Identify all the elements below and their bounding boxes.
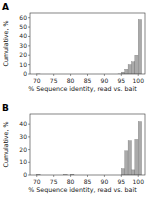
y-tick-label: 0 — [23, 70, 27, 77]
x-tick-label: 80 — [67, 77, 75, 84]
bar — [138, 20, 141, 74]
y-tick — [28, 64, 30, 65]
x-tick-label: 80 — [67, 178, 75, 185]
y-tick-label: 30 — [19, 133, 27, 140]
y-tick-label: 40 — [19, 120, 27, 127]
bars — [37, 122, 142, 175]
y-tick-label: 60 — [19, 14, 27, 21]
x-tick-label: 75 — [50, 77, 58, 84]
y-tick — [28, 45, 30, 46]
bar — [128, 141, 131, 175]
panel-label: A — [2, 2, 9, 12]
panel-label: B — [2, 103, 9, 113]
y-tick — [28, 17, 30, 18]
bar — [128, 65, 131, 74]
bar — [131, 62, 134, 74]
bar — [135, 139, 138, 175]
y-tick — [28, 55, 30, 56]
panel: 70 75 80 85 90 95 100 0 10 20 30 40 % Sequence ident… — [2, 103, 145, 194]
x-tick-label: 75 — [50, 178, 58, 185]
y-tick — [28, 36, 30, 37]
y-tick-label: 20 — [19, 51, 27, 58]
bar — [125, 151, 128, 175]
y-axis-label: Cumulative, % — [2, 21, 9, 67]
x-tick-label: 95 — [118, 178, 126, 185]
y-tick — [28, 74, 30, 75]
y-tick-label: 40 — [19, 32, 27, 39]
x-tick-label: 85 — [84, 77, 92, 84]
y-tick — [28, 27, 30, 28]
bar — [121, 169, 124, 175]
y-tick-label: 20 — [19, 146, 27, 153]
bar — [138, 122, 141, 175]
x-tick-label: 85 — [84, 178, 92, 185]
plot-frame — [30, 114, 145, 175]
x-tick-label: 100 — [133, 77, 145, 84]
figure: 7075808590951000102030405060% Sequence i… — [0, 0, 150, 202]
x-tick-label: 90 — [101, 178, 109, 185]
bar — [131, 170, 134, 175]
x-tick-label: 90 — [101, 77, 109, 84]
plot-frame — [30, 13, 145, 74]
x-tick-label: 100 — [133, 178, 145, 185]
y-tick — [28, 136, 30, 137]
y-axis-label: Cumulative, % — [2, 122, 9, 168]
y-tick-label: 10 — [19, 158, 27, 165]
bar — [125, 69, 128, 74]
y-tick — [28, 162, 30, 163]
x-axis-label: % Sequence identity, read vs. bait — [28, 85, 137, 93]
y-tick — [28, 124, 30, 125]
y-tick-label: 30 — [19, 42, 27, 49]
y-tick-label: 0 — [23, 171, 27, 178]
x-tick-label: 70 — [33, 178, 41, 185]
x-axis-label: % Sequence identity, read vs. bait — [28, 186, 137, 194]
bars — [37, 20, 142, 74]
panel: 70 75 80 85 90 95 100 0 10 20 30 40 50 60 % Sequence i… — [2, 2, 145, 93]
y-tick — [28, 149, 30, 150]
bar — [135, 55, 138, 74]
x-tick-label: 95 — [118, 77, 126, 84]
y-tick-label: 10 — [19, 61, 27, 68]
y-tick — [28, 175, 30, 176]
x-tick-label: 70 — [33, 77, 41, 84]
y-tick-label: 50 — [19, 23, 27, 30]
